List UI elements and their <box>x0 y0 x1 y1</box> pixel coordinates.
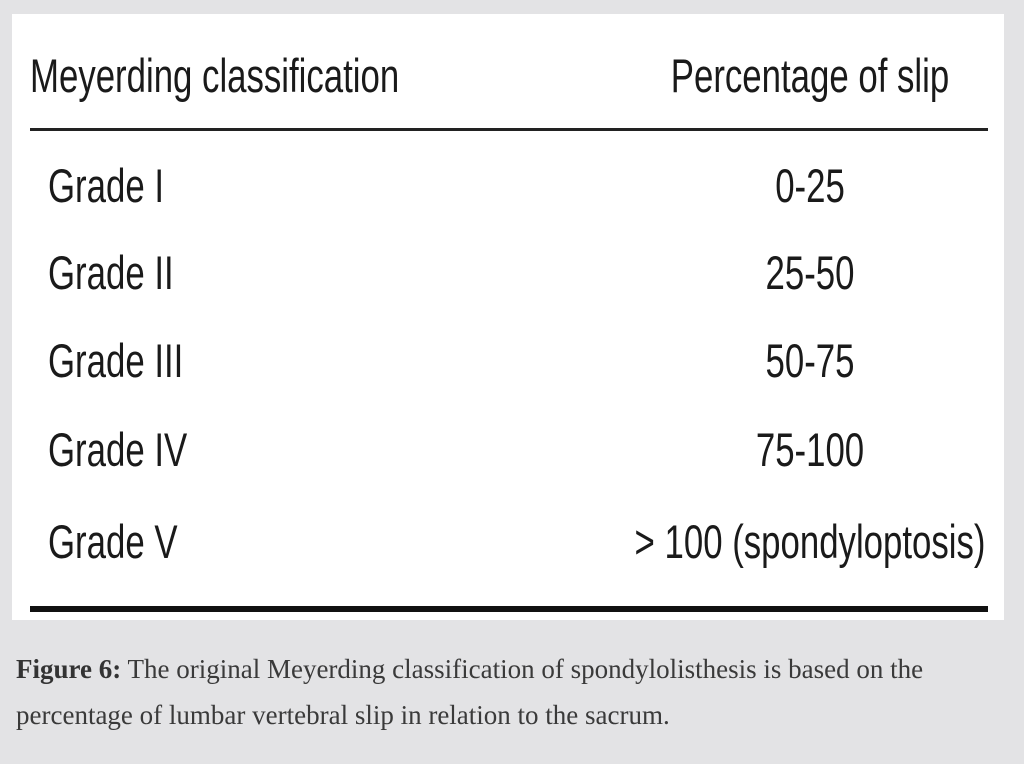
bottom-rule <box>30 606 988 612</box>
grade-cell: Grade V <box>48 515 178 568</box>
slip-cell: > 100 (spondyloptosis) <box>634 515 986 568</box>
caption-label: Figure 6: <box>16 654 122 684</box>
grade-cell: Grade I <box>48 159 164 212</box>
slip-cell: 25-50 <box>765 246 855 299</box>
grade-cell: Grade II <box>48 246 174 299</box>
caption-text: The original Meyerding classification of… <box>16 654 924 730</box>
column-header: Percentage of slip <box>670 49 950 102</box>
grade-cell: Grade III <box>48 334 184 387</box>
caption: Figure 6: The original Meyerding classif… <box>16 646 1012 738</box>
slip-cell: 75-100 <box>755 423 865 476</box>
table-panel: Meyerding classification Percentage of sl… <box>12 14 1004 620</box>
header-rule <box>30 128 988 131</box>
grade-cell: Grade IV <box>48 423 188 476</box>
slip-cell: 0-25 <box>775 159 845 212</box>
slip-cell: 50-75 <box>765 334 855 387</box>
column-header: Meyerding classification <box>30 49 400 102</box>
